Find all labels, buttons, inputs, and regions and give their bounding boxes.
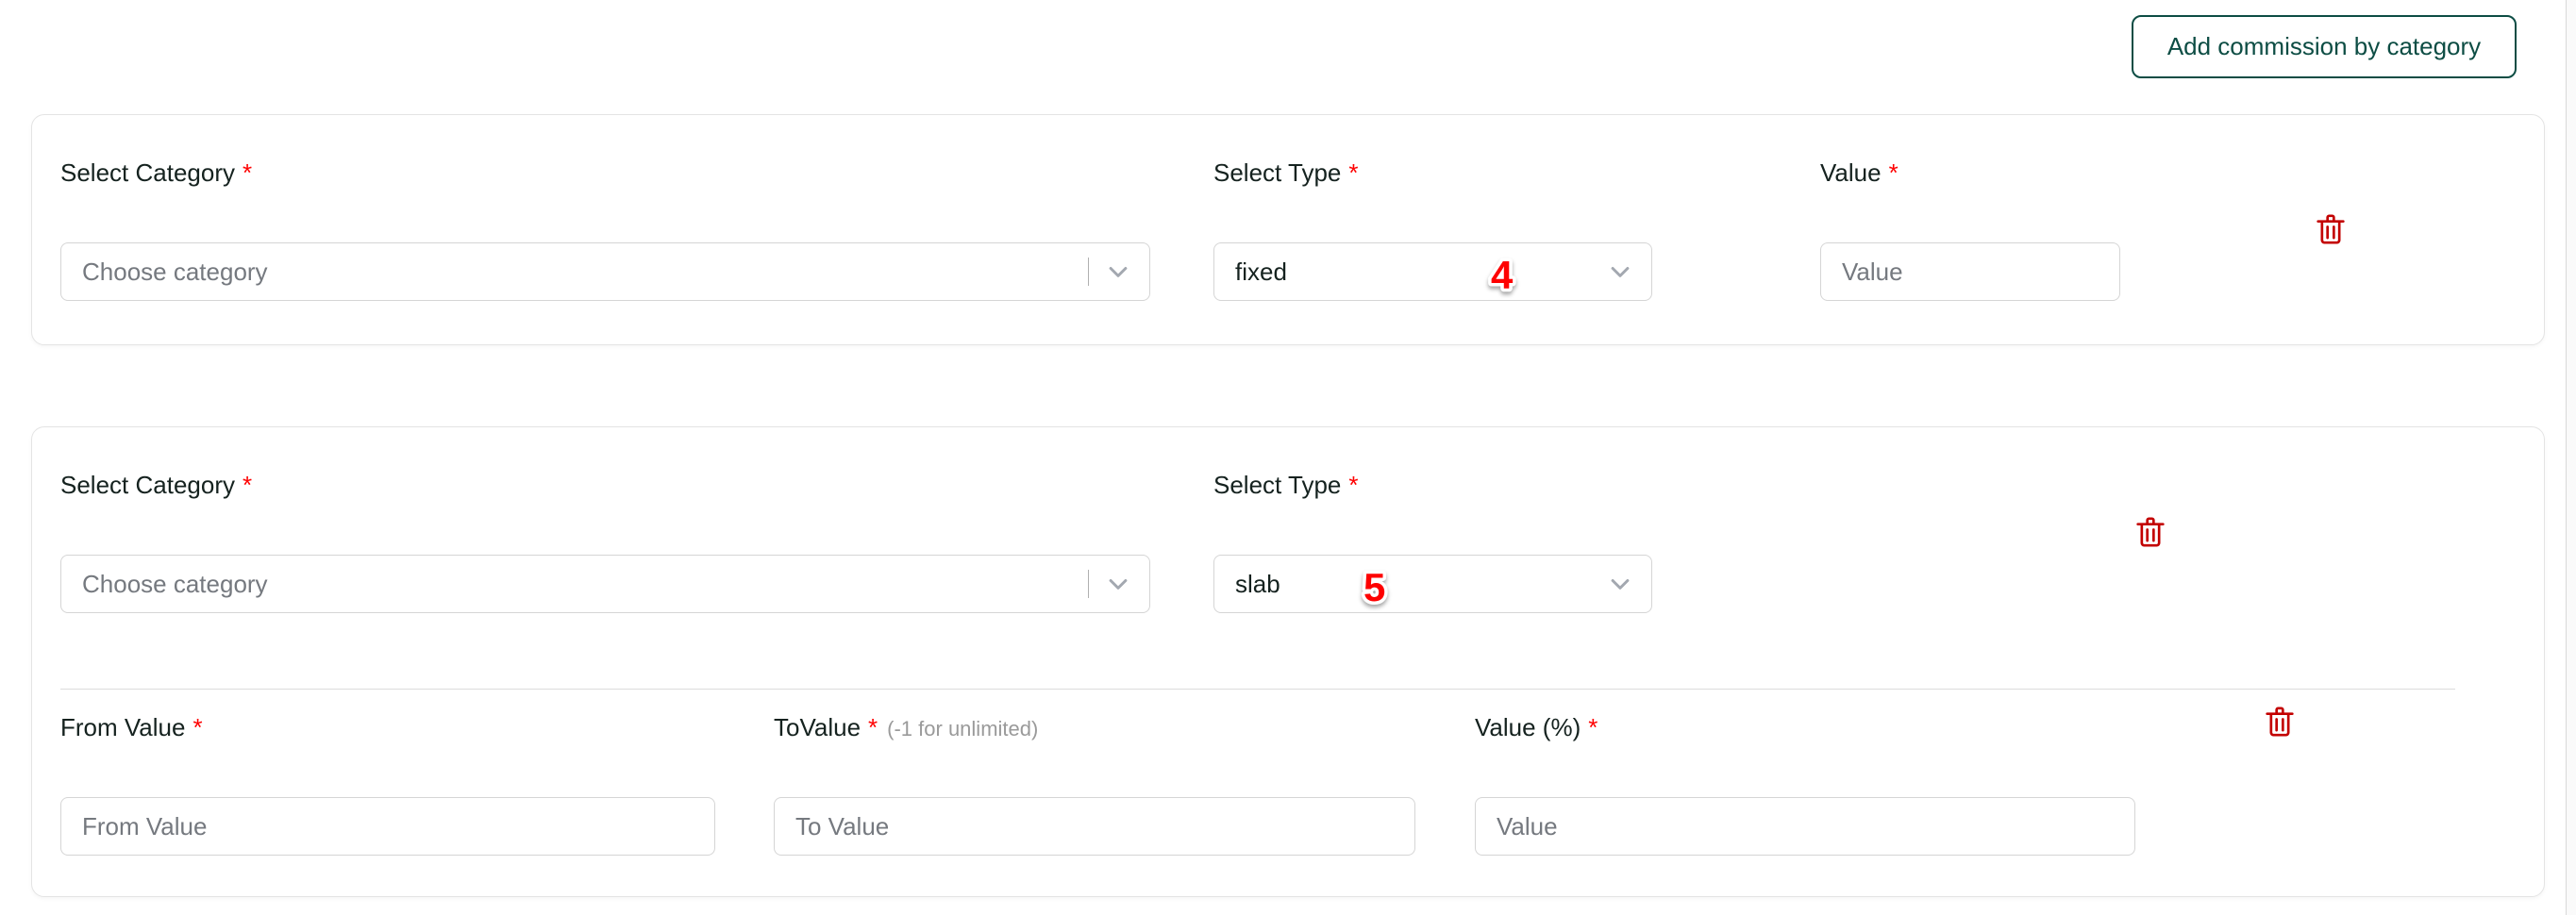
- svg-text:5: 5: [1363, 565, 1385, 609]
- svg-text:4: 4: [1491, 253, 1514, 297]
